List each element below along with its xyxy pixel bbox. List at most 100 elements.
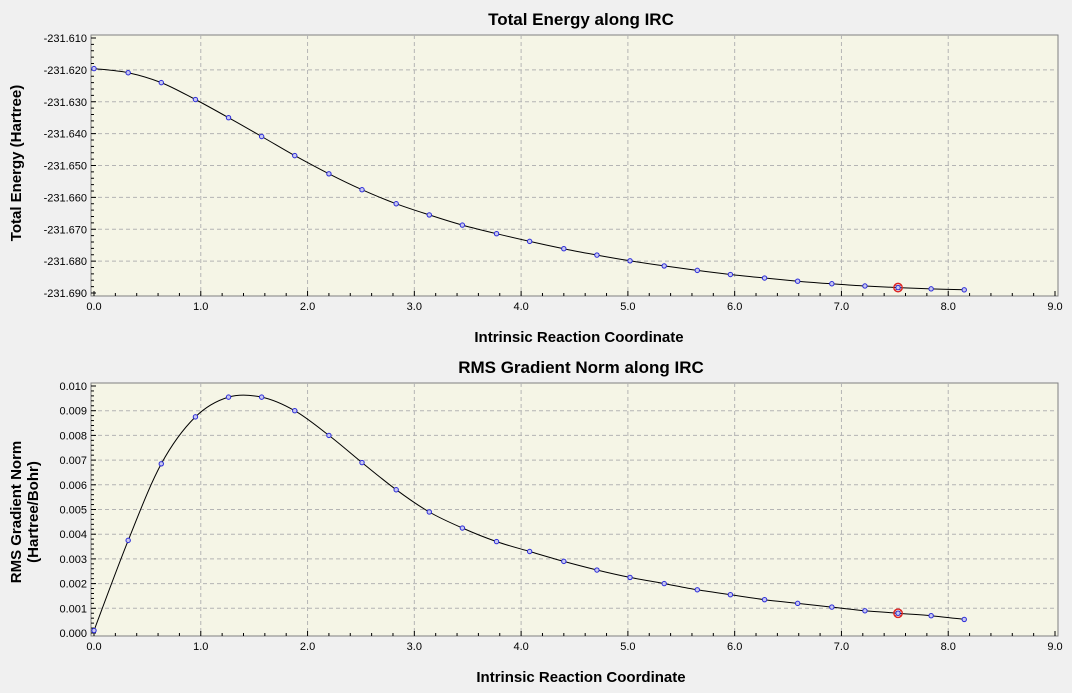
data-point[interactable] (661, 263, 667, 269)
data-point[interactable] (561, 558, 567, 565)
y-tick-label: -231.660 (44, 192, 87, 204)
x-tick-label: 5.0 (620, 641, 635, 653)
data-point[interactable] (91, 65, 97, 72)
x-tick-label: 9.0 (1047, 641, 1062, 653)
data-point[interactable] (627, 574, 633, 581)
data-point[interactable] (862, 283, 868, 289)
data-point[interactable] (761, 275, 768, 281)
y-axis-label-line1: RMS Gradient Norm (8, 441, 25, 584)
x-tick-label: 4.0 (513, 641, 528, 653)
x-axis-label: Intrinsic Reaction Coordinate (476, 669, 685, 686)
highlighted-point-ring[interactable] (893, 282, 903, 293)
y-tick-label: -231.630 (44, 97, 87, 109)
y-tick-label: -231.680 (44, 256, 87, 268)
data-point[interactable] (928, 613, 934, 619)
data-point[interactable] (561, 245, 567, 252)
highlighted-point-ring[interactable] (893, 608, 903, 619)
x-tick-label: 0.0 (86, 641, 101, 653)
x-tick-label: 0.0 (86, 301, 101, 313)
data-point[interactable] (326, 432, 332, 439)
y-tick-label: 0.006 (59, 480, 87, 492)
gradient-chart: RMS Gradient Norm along IRC Intrinsic Re… (8, 358, 1063, 686)
data-point[interactable] (459, 222, 466, 228)
data-point[interactable] (727, 592, 734, 598)
x-tick-label: 3.0 (407, 301, 422, 313)
data-point[interactable] (694, 267, 700, 274)
y-tick-label: 0.005 (59, 505, 87, 517)
data-point[interactable] (158, 461, 164, 467)
data-point[interactable] (125, 537, 131, 544)
data-point[interactable] (895, 284, 901, 291)
x-tick-label: 2.0 (300, 301, 315, 313)
data-point[interactable] (292, 152, 298, 159)
x-tick-label: 6.0 (727, 641, 742, 653)
data-point[interactable] (359, 459, 365, 466)
data-point[interactable] (393, 487, 399, 493)
data-point[interactable] (225, 114, 232, 121)
data-point[interactable] (192, 414, 199, 420)
x-tick-label: 5.0 (620, 301, 635, 313)
y-tick-label: 0.000 (59, 628, 87, 640)
y-axis-label: Total Energy (Hartree) (8, 85, 25, 241)
data-point[interactable] (627, 258, 633, 264)
data-point[interactable] (895, 610, 901, 616)
data-point[interactable] (359, 187, 365, 193)
x-tick-label: 1.0 (193, 301, 208, 313)
data-point[interactable] (961, 616, 967, 623)
y-tick-label: 0.010 (59, 381, 87, 393)
x-tick-label: 6.0 (727, 301, 742, 313)
data-point[interactable] (928, 286, 934, 292)
y-tick-label: 0.001 (59, 603, 87, 615)
x-tick-label: 1.0 (193, 641, 208, 653)
data-point[interactable] (794, 278, 801, 284)
y-tick-label: 0.009 (59, 406, 87, 418)
data-point[interactable] (158, 79, 164, 86)
data-point[interactable] (961, 287, 967, 293)
data-point[interactable] (459, 525, 466, 531)
data-point[interactable] (91, 627, 97, 634)
x-tick-label: 8.0 (941, 641, 956, 653)
y-tick-label: 0.007 (59, 455, 87, 467)
data-point[interactable] (292, 408, 298, 414)
data-point[interactable] (829, 604, 835, 610)
data-point[interactable] (258, 133, 265, 140)
energy-chart: Total Energy along IRC Intrinsic Reactio… (8, 10, 1063, 346)
data-point[interactable] (258, 394, 265, 400)
data-point[interactable] (727, 271, 734, 278)
data-point[interactable] (661, 580, 667, 587)
y-tick-label: 0.004 (59, 529, 87, 541)
data-point[interactable] (761, 596, 768, 603)
data-point[interactable] (526, 238, 533, 245)
y-tick-label: -231.670 (44, 224, 87, 236)
y-tick-label: 0.003 (59, 554, 87, 566)
data-point[interactable] (225, 394, 232, 400)
data-point[interactable] (125, 70, 131, 76)
data-point[interactable] (862, 608, 868, 614)
data-point[interactable] (526, 548, 533, 555)
data-point[interactable] (493, 231, 500, 237)
y-tick-label: -231.640 (44, 129, 87, 141)
x-tick-label: 3.0 (407, 641, 422, 653)
data-point[interactable] (594, 567, 600, 573)
data-point[interactable] (426, 212, 432, 218)
data-point[interactable] (192, 96, 199, 103)
x-tick-label: 7.0 (834, 641, 849, 653)
data-point[interactable] (594, 252, 600, 258)
x-tick-label: 8.0 (941, 301, 956, 313)
chart-title: Total Energy along IRC (488, 10, 674, 29)
data-point[interactable] (393, 201, 399, 207)
data-point[interactable] (794, 600, 801, 607)
data-point[interactable] (326, 171, 332, 177)
data-point[interactable] (694, 587, 700, 593)
x-axis-label: Intrinsic Reaction Coordinate (474, 329, 683, 346)
data-point[interactable] (426, 509, 432, 515)
y-tick-label: -231.620 (44, 65, 87, 77)
y-tick-label: 0.008 (59, 430, 87, 442)
chart-title: RMS Gradient Norm along IRC (458, 358, 704, 377)
y-tick-label: 0.002 (59, 579, 87, 591)
x-tick-label: 2.0 (300, 641, 315, 653)
data-point[interactable] (493, 538, 500, 545)
data-point[interactable] (829, 281, 835, 287)
